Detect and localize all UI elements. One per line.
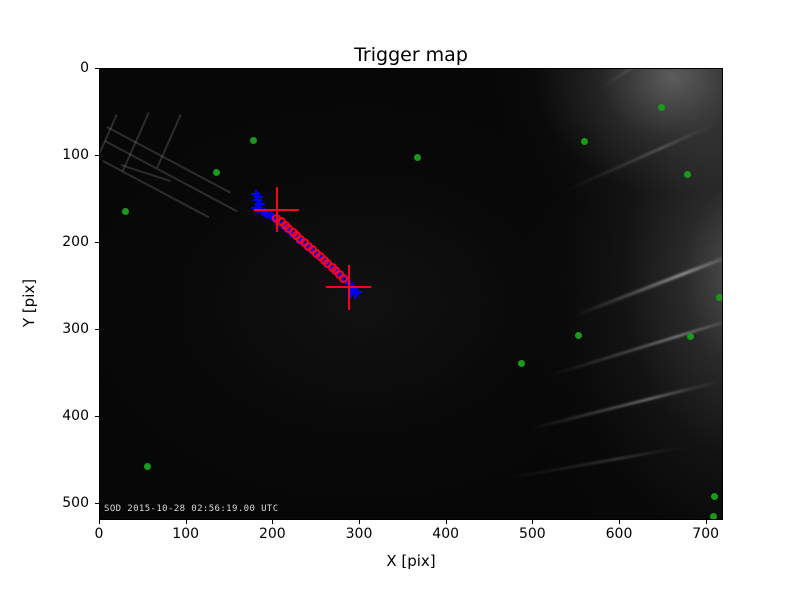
- star-marker: [687, 333, 695, 341]
- x-axis-tick-label: 500: [518, 526, 546, 542]
- star-marker: [122, 207, 130, 215]
- star-marker: [574, 332, 582, 340]
- page-title: Trigger map: [354, 44, 468, 66]
- frame-timestamp-overlay: SOD 2015-10-28 02:56:19.00 UTC: [104, 504, 279, 514]
- y-axis-tick-label: 300: [62, 320, 89, 337]
- x-axis-tick: [99, 520, 100, 524]
- trigger-plus-marker: [266, 211, 276, 221]
- star-marker: [710, 493, 718, 501]
- y-axis-tick: [95, 328, 99, 330]
- x-axis-tick: [359, 520, 360, 524]
- star-marker: [580, 137, 588, 145]
- star-marker: [413, 154, 421, 162]
- y-axis-tick: [95, 68, 99, 69]
- sky-topright-glow: [99, 68, 723, 520]
- x-axis-tick: [532, 520, 534, 524]
- y-axis-tick: [95, 154, 99, 156]
- x-axis-tick: [272, 520, 274, 524]
- y-axis-tick: [95, 502, 99, 504]
- star-marker: [657, 103, 665, 111]
- star-marker: [716, 293, 723, 301]
- trigger-plus-marker: [350, 289, 360, 299]
- trigger-plus-marker: [262, 209, 272, 219]
- trigger-plus-marker: [253, 195, 263, 205]
- trigger-plus-marker: [260, 207, 270, 217]
- y-axis-tick-label: 200: [62, 233, 89, 250]
- x-axis-tick: [445, 520, 447, 524]
- star-marker: [144, 463, 152, 471]
- y-axis-tick: [95, 415, 99, 417]
- trigger-plus-marker: [255, 199, 265, 209]
- y-axis-tick-label: 100: [62, 146, 89, 163]
- trigger-plus-marker: [251, 189, 261, 199]
- x-axis-tick-label: 400: [432, 526, 460, 542]
- x-axis-label: X [pix]: [386, 552, 436, 570]
- star-marker: [517, 360, 525, 368]
- x-axis-tick-label: 600: [605, 526, 633, 542]
- star-marker: [709, 513, 717, 520]
- star-marker: [683, 170, 691, 178]
- y-axis-tick: [95, 241, 99, 243]
- x-axis-tick-label: 100: [172, 526, 200, 542]
- x-axis-tick: [619, 520, 620, 524]
- x-axis-tick-label: 300: [345, 526, 373, 542]
- y-axis-tick-label: 400: [62, 407, 89, 424]
- trigger-plus-marker: [352, 287, 362, 297]
- y-axis-tick-label: 500: [62, 494, 89, 511]
- x-axis-tick: [705, 520, 707, 524]
- trigger-plus-marker: [251, 203, 261, 213]
- star-marker: [212, 168, 220, 176]
- x-axis-tick: [185, 520, 187, 524]
- track-endpoint-cross: [326, 264, 372, 310]
- track-circle-marker: [338, 273, 348, 283]
- x-axis-tick-label: 0: [94, 526, 104, 542]
- y-axis-tick-label: 0: [80, 60, 89, 76]
- y-axis-label: Y [pix]: [20, 278, 38, 328]
- x-axis-tick-label: 200: [258, 526, 286, 542]
- plot-axes-area: SOD 2015-10-28 02:56:19.00 UTC: [99, 68, 723, 520]
- track-endpoint-cross: [254, 187, 300, 233]
- star-marker: [249, 136, 257, 144]
- x-axis-tick-label: 700: [692, 526, 720, 542]
